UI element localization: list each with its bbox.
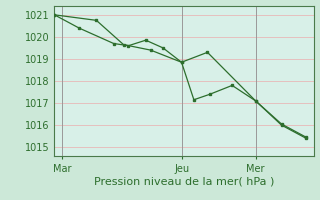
X-axis label: Pression niveau de la mer( hPa ): Pression niveau de la mer( hPa ) — [94, 176, 274, 186]
